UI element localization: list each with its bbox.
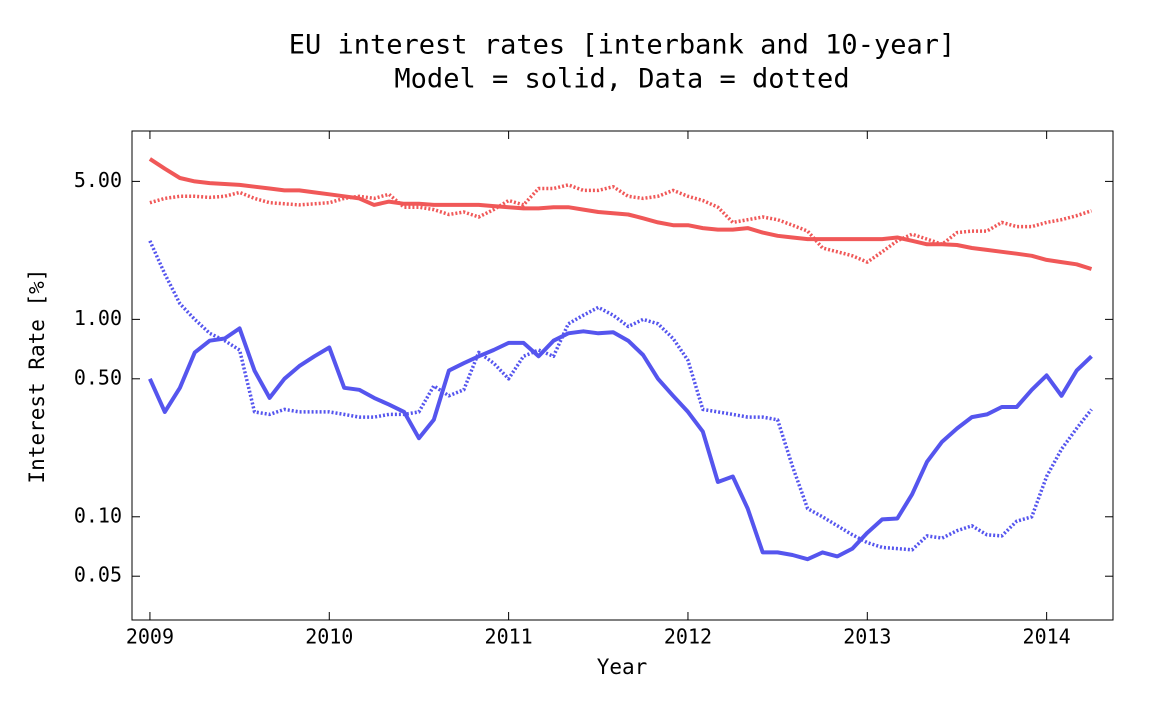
data-line [148,326,1093,562]
data-line [148,157,1093,271]
chart-subtitle: Model = solid, Data = dotted [394,64,849,95]
data-line [149,183,1093,264]
y-tick-label: 5.00 [74,168,122,192]
plot-frame [131,130,1114,621]
y-tick-label: 0.10 [74,503,122,527]
x-tick-label: 2012 [664,625,712,649]
y-axis-label: Interest Rate [%] [25,269,49,484]
data-line [148,240,1093,552]
x-tick-label: 2010 [305,625,353,649]
y-tick-label: 0.05 [74,563,122,587]
x-tick-label: 2009 [126,625,174,649]
x-tick-label: 2011 [485,625,533,649]
x-tick-label: 2013 [843,625,891,649]
y-tick-label: 0.50 [74,365,122,389]
y-tick-label: 1.00 [74,306,122,330]
x-axis-label: Year [597,655,648,679]
chart-title: EU interest rates [interbank and 10-year… [289,30,955,61]
x-tick-label: 2014 [1023,625,1071,649]
